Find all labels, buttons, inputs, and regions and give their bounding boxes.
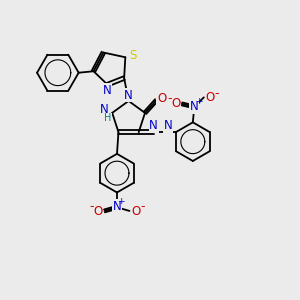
Text: O: O: [131, 205, 141, 218]
Text: N: N: [164, 119, 173, 132]
Text: -: -: [89, 200, 94, 213]
Text: H: H: [104, 113, 111, 123]
Text: N: N: [112, 200, 122, 213]
Text: S: S: [129, 49, 136, 62]
Text: N: N: [149, 119, 158, 132]
Text: N: N: [124, 88, 133, 101]
Text: N: N: [103, 84, 111, 97]
Text: -: -: [214, 87, 219, 100]
Text: O: O: [93, 205, 103, 218]
Text: +: +: [117, 197, 125, 206]
Text: +: +: [195, 97, 202, 106]
Text: N: N: [190, 100, 199, 113]
Text: N: N: [100, 103, 108, 116]
Text: O: O: [157, 92, 166, 105]
Text: O: O: [171, 98, 181, 110]
Text: -: -: [140, 200, 145, 213]
Text: O: O: [206, 91, 215, 104]
Text: -: -: [168, 92, 172, 105]
